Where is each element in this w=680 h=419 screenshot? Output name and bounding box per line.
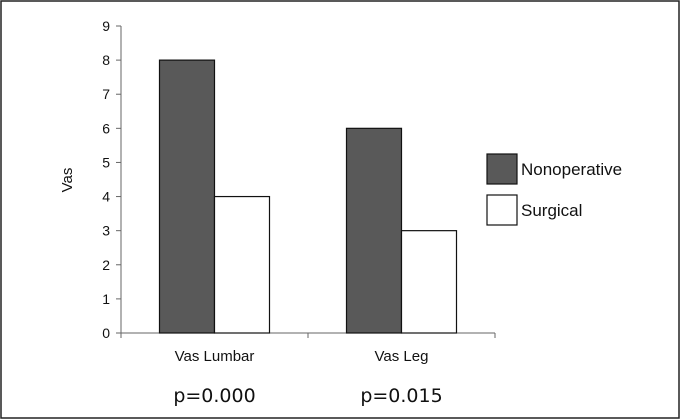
y-axis-title: Vas xyxy=(59,168,76,193)
y-tick-label: 4 xyxy=(102,189,110,205)
category-labels: Vas Lumbar Vas Leg xyxy=(175,348,429,365)
bar-nonoperative-vas-leg xyxy=(345,127,403,334)
y-tick-label: 0 xyxy=(102,325,110,341)
p-value-annotations: p=0.000 p=0.015 xyxy=(173,385,442,407)
y-tick-label: 9 xyxy=(102,18,110,34)
y-tick-label: 1 xyxy=(102,291,110,307)
p-value-label: p=0.000 xyxy=(173,385,255,407)
y-tick-label: 7 xyxy=(102,86,110,102)
y-tick-label: 6 xyxy=(102,120,110,136)
bars xyxy=(158,59,458,334)
bar-surgical-vas-lumbar xyxy=(213,195,271,334)
y-tick-label: 5 xyxy=(102,154,110,170)
legend-label-surgical: Surgical xyxy=(521,201,582,220)
legend-swatch-surgical xyxy=(486,194,518,226)
x-tick-marks xyxy=(120,333,496,338)
p-value-label: p=0.015 xyxy=(360,385,442,407)
y-tick-label: 3 xyxy=(102,223,110,239)
legend: Nonoperative Surgical xyxy=(486,153,622,226)
x-tick-label: Vas Lumbar xyxy=(175,348,255,365)
x-tick-label: Vas Leg xyxy=(375,348,429,365)
bar-nonoperative-vas-lumbar xyxy=(158,59,216,334)
bar-surgical-vas-leg xyxy=(400,230,458,334)
y-tick-label: 2 xyxy=(102,257,110,273)
legend-label-nonoperative: Nonoperative xyxy=(521,160,622,179)
y-ticks: 0 1 2 3 4 5 6 7 8 9 xyxy=(102,18,121,341)
y-tick-label: 8 xyxy=(102,52,110,68)
legend-swatch-nonoperative xyxy=(486,153,518,185)
